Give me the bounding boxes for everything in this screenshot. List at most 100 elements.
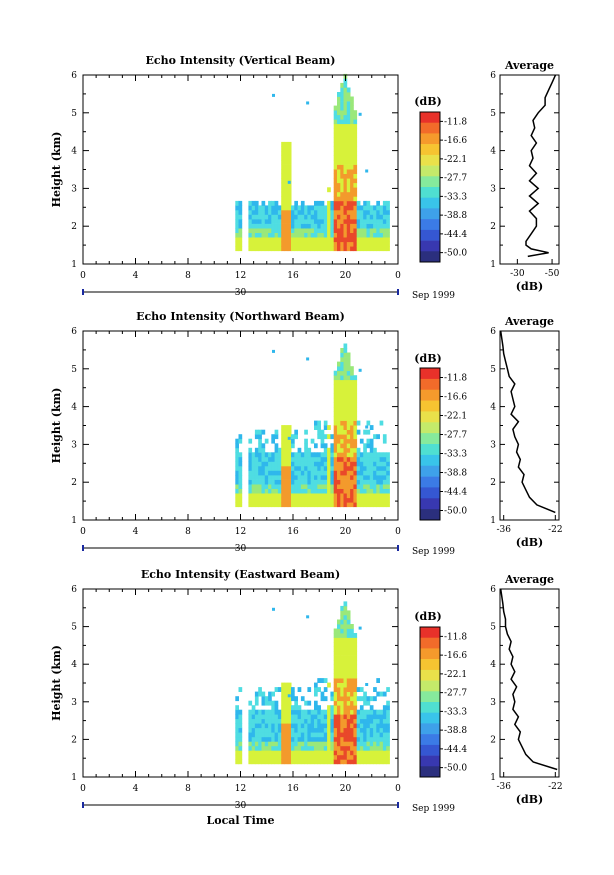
echo-cell [333,475,338,480]
profile-x-tick-label: -50 [545,269,560,279]
echo-cell [264,219,269,224]
echo-cell [346,750,351,756]
echo-cell [330,246,335,252]
echo-cell [333,646,338,652]
echo-cell [340,223,344,229]
echo-cell [353,745,358,751]
echo-cell [337,461,341,467]
echo-cell [254,493,259,499]
echo-cell [337,759,341,765]
echo-cell [340,718,344,724]
echo-cell [337,745,341,751]
echo-cell [346,379,351,385]
echo-cell [346,461,351,467]
echo-cell [350,660,354,665]
echo-cell [254,237,259,243]
echo-cell [353,425,358,430]
echo-cell [314,219,318,224]
echo-cell [281,178,285,184]
echo-cell [346,669,351,674]
echo-cell [323,434,328,440]
echo-cell [300,228,305,233]
echo-cell [333,228,338,233]
echo-cell [340,191,344,197]
echo-cell [382,246,387,252]
echo-cell [320,754,325,760]
echo-cell [261,696,266,702]
echo-cell [238,759,243,765]
echo-cell [251,745,256,751]
echo-cell [310,475,315,480]
echo-cell [379,475,384,480]
echo-cell [274,232,279,238]
echo-cell [271,209,275,215]
echo-cell [373,493,377,499]
echo-cell [386,214,390,220]
echo-cell [350,407,354,412]
echo-cell [369,232,374,238]
echo-cell [304,723,308,729]
y-tick-label: 2 [71,478,77,488]
echo-cell [346,151,351,156]
echo-cell [346,223,351,229]
echo-cell [271,479,275,485]
echo-cell [281,182,285,188]
echo-cell [238,479,243,485]
profile-y-tick-label: 5 [490,109,496,119]
echo-cell [261,465,266,471]
echo-cell [258,219,262,224]
echo-cell [238,709,243,715]
echo-cell [314,745,318,751]
echo-cell [346,714,351,720]
echo-cell [254,709,259,715]
echo-cell [281,502,285,508]
echo-cell [353,705,358,711]
echo-cell [333,642,338,647]
echo-cell [317,429,321,435]
echo-cell [373,736,377,742]
echo-cell [343,237,348,243]
echo-cell [333,214,338,220]
colorbar-tick-label: -50.0 [444,507,467,517]
echo-cell [353,642,358,647]
echo-cell [254,228,259,233]
echo-cell [291,687,295,692]
echo-cell [297,465,302,471]
echo-cell [337,475,341,480]
echo-cell [382,497,387,503]
echo-cell [327,447,331,453]
echo-cell [291,219,295,224]
echo-cell [337,160,341,165]
echo-cell [373,475,377,480]
echo-cell [294,493,298,499]
echo-cell [291,493,295,499]
echo-cell [235,745,239,751]
echo-cell [307,456,312,462]
echo-cell [327,741,331,747]
echo-cell [337,705,341,711]
echo-cell [386,723,390,729]
echo-cell [337,420,341,426]
echo-cell [346,411,351,417]
echo-cell [353,678,358,683]
echo-cell [337,101,341,106]
colorbar-unit: (dB) [414,352,441,365]
profile-title: Average [504,315,554,328]
echo-cell [261,452,266,458]
profile-title: Average [504,573,554,586]
echo-cell [261,443,266,449]
echo-cell [261,691,266,697]
echo-cell [317,479,321,485]
echo-cell [274,237,279,243]
echo-cell [327,434,331,440]
echo-cell [251,452,256,458]
echo-cell [340,209,344,215]
echo-cell [386,465,390,471]
echo-cell [350,475,354,480]
echo-cell [376,434,380,440]
echo-cell [363,714,367,720]
echo-cell [300,696,305,702]
colorbar: (dB)-11.8-16.6-22.1-27.7-33.3-38.8-44.4-… [414,95,467,263]
echo-cell [382,709,387,715]
x-tick-label: 16 [287,784,299,794]
